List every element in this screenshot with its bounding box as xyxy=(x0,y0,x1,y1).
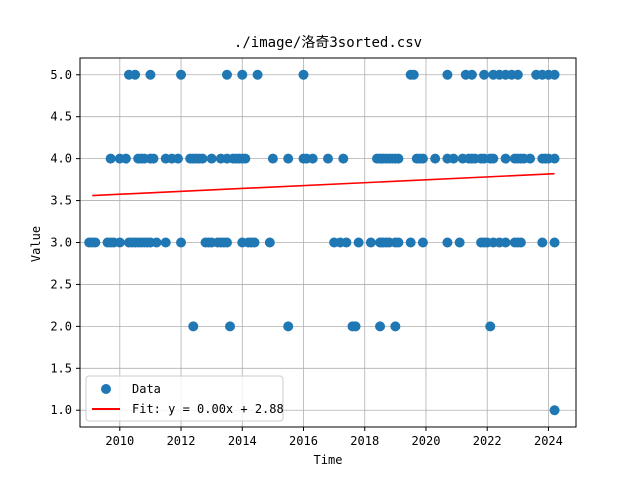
data-point xyxy=(176,237,187,248)
data-point xyxy=(350,321,361,332)
y-axis-ticks: 1.0 1.5 2.0 2.5 3.0 3.5 4.0 4.5 5.0 xyxy=(50,68,80,417)
x-tick-label: 2018 xyxy=(350,434,379,448)
y-tick-label: 4.5 xyxy=(50,110,72,124)
fit-line xyxy=(92,172,555,197)
data-point xyxy=(405,237,416,248)
legend-marker-data xyxy=(101,384,111,394)
y-tick-label: 3.5 xyxy=(50,194,72,208)
legend-label-data: Data xyxy=(132,382,161,396)
data-point xyxy=(90,237,101,248)
x-tick-label: 2014 xyxy=(228,434,257,448)
data-point xyxy=(393,237,404,248)
data-point xyxy=(151,237,162,248)
data-point xyxy=(176,69,187,80)
data-point xyxy=(206,153,217,164)
data-point xyxy=(221,69,232,80)
x-tick-label: 2020 xyxy=(412,434,441,448)
data-point xyxy=(466,69,477,80)
data-point xyxy=(307,153,318,164)
data-point xyxy=(442,69,453,80)
data-point xyxy=(105,153,116,164)
chart-title: ./image/洛奇3sorted.csv xyxy=(234,34,422,51)
data-point xyxy=(549,405,560,416)
data-point xyxy=(393,153,404,164)
data-point xyxy=(323,153,333,164)
data-point xyxy=(479,69,490,80)
data-point xyxy=(148,153,159,164)
y-tick-label: 2.0 xyxy=(50,319,72,333)
data-points xyxy=(84,69,560,416)
x-tick-label: 2010 xyxy=(105,434,134,448)
data-point xyxy=(390,321,401,332)
x-axis-ticks: 2010 2012 2014 2016 2018 2020 2022 2024 xyxy=(105,427,563,448)
data-point xyxy=(549,153,560,164)
data-point xyxy=(512,69,523,80)
data-point xyxy=(114,237,125,248)
data-point xyxy=(283,321,294,332)
data-point xyxy=(130,69,141,80)
data-point xyxy=(408,69,419,80)
fit-line-segment xyxy=(92,172,555,197)
data-point xyxy=(525,153,536,164)
y-tick-label: 1.5 xyxy=(50,361,72,375)
data-point xyxy=(537,237,548,248)
data-point xyxy=(221,237,232,248)
x-tick-label: 2024 xyxy=(534,434,563,448)
data-point xyxy=(515,237,526,248)
data-point xyxy=(549,237,560,248)
data-point xyxy=(442,237,453,248)
data-point xyxy=(120,153,131,164)
data-point xyxy=(500,237,511,248)
legend-label-fit: Fit: y = 0.00x + 2.88 xyxy=(132,402,284,416)
y-tick-label: 1.0 xyxy=(50,403,72,417)
data-point xyxy=(267,153,278,164)
data-point xyxy=(252,69,263,80)
y-tick-label: 5.0 xyxy=(50,68,72,82)
data-point xyxy=(264,237,275,248)
legend: Data Fit: y = 0.00x + 2.88 xyxy=(85,375,284,422)
data-point xyxy=(353,237,364,248)
data-point xyxy=(240,153,251,164)
x-tick-label: 2016 xyxy=(289,434,318,448)
x-axis-label: Time xyxy=(314,453,343,467)
data-point xyxy=(341,237,352,248)
x-tick-label: 2012 xyxy=(167,434,196,448)
data-point xyxy=(448,153,459,164)
data-point xyxy=(237,69,248,80)
data-point xyxy=(454,237,465,248)
data-point xyxy=(375,321,386,332)
data-point xyxy=(365,237,376,248)
data-point xyxy=(160,237,171,248)
x-tick-label: 2022 xyxy=(473,434,502,448)
data-point xyxy=(500,153,511,164)
data-point xyxy=(283,153,294,164)
data-point xyxy=(549,69,560,80)
data-point xyxy=(417,153,428,164)
data-point xyxy=(298,69,309,80)
y-tick-label: 2.5 xyxy=(50,277,72,291)
data-point xyxy=(225,321,236,332)
y-tick-label: 3.0 xyxy=(50,236,72,250)
data-point xyxy=(188,321,199,332)
data-point xyxy=(172,153,183,164)
data-point xyxy=(488,153,499,164)
data-point xyxy=(249,237,260,248)
y-tick-label: 4.0 xyxy=(50,152,72,166)
data-point xyxy=(485,321,496,332)
y-axis-label: Value xyxy=(29,226,43,262)
data-point xyxy=(417,237,428,248)
legend-frame xyxy=(85,375,284,422)
data-point xyxy=(338,153,349,164)
data-point xyxy=(430,153,441,164)
data-point xyxy=(197,153,208,164)
data-point xyxy=(145,69,156,80)
